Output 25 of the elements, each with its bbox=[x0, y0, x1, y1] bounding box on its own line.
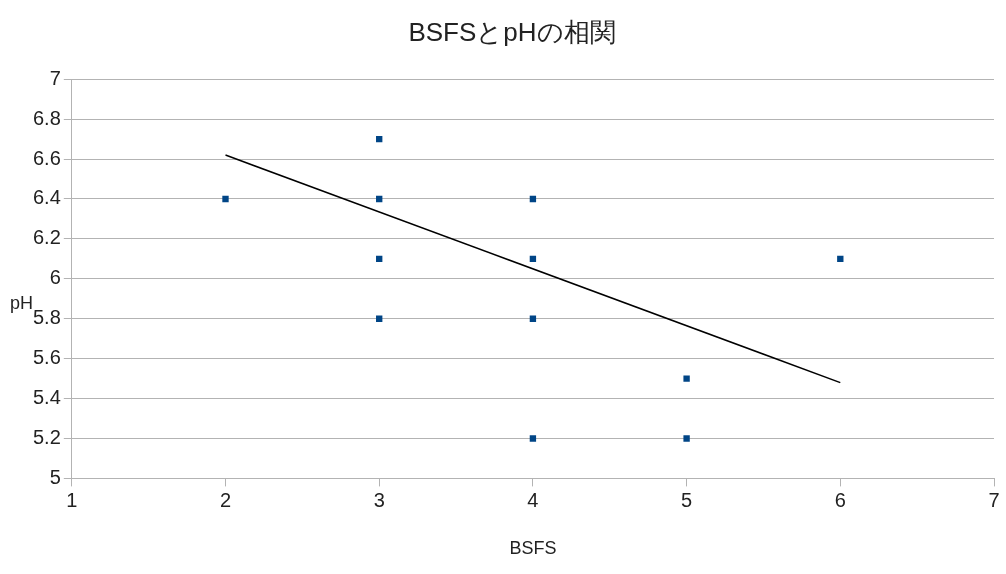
x-tick-label: 7 bbox=[988, 488, 1000, 511]
x-tick-label: 5 bbox=[681, 488, 693, 511]
y-tick-label: 6 bbox=[49, 266, 61, 289]
y-tick-label: 5.8 bbox=[32, 306, 61, 329]
x-tick-label: 6 bbox=[834, 488, 846, 511]
x-tick-label: 1 bbox=[66, 488, 78, 511]
point bbox=[222, 195, 229, 203]
y-tick-label: 5 bbox=[49, 465, 61, 488]
y-tick-label: 7 bbox=[49, 66, 61, 89]
x-tick-label: 2 bbox=[219, 488, 232, 511]
point bbox=[529, 435, 537, 442]
chart-title: BSFSとpHの相関 bbox=[408, 16, 616, 47]
point bbox=[683, 375, 690, 382]
y-tick-label: 5.4 bbox=[32, 386, 61, 409]
y-axis-title: pH bbox=[10, 292, 34, 313]
x-tick-label: 4 bbox=[527, 488, 539, 511]
x-tick-label: 3 bbox=[373, 488, 385, 511]
y-tick-label: 6.2 bbox=[32, 226, 61, 249]
point bbox=[683, 435, 690, 442]
y-tick-label: 5.2 bbox=[32, 426, 61, 448]
y-tick-label: 6.6 bbox=[32, 146, 61, 169]
x-axis-title: BSFS bbox=[509, 538, 557, 559]
y-tick-label: 5.6 bbox=[32, 346, 61, 369]
y-tick-label: 6.4 bbox=[32, 186, 61, 209]
y-tick-label: 6.8 bbox=[32, 106, 61, 129]
